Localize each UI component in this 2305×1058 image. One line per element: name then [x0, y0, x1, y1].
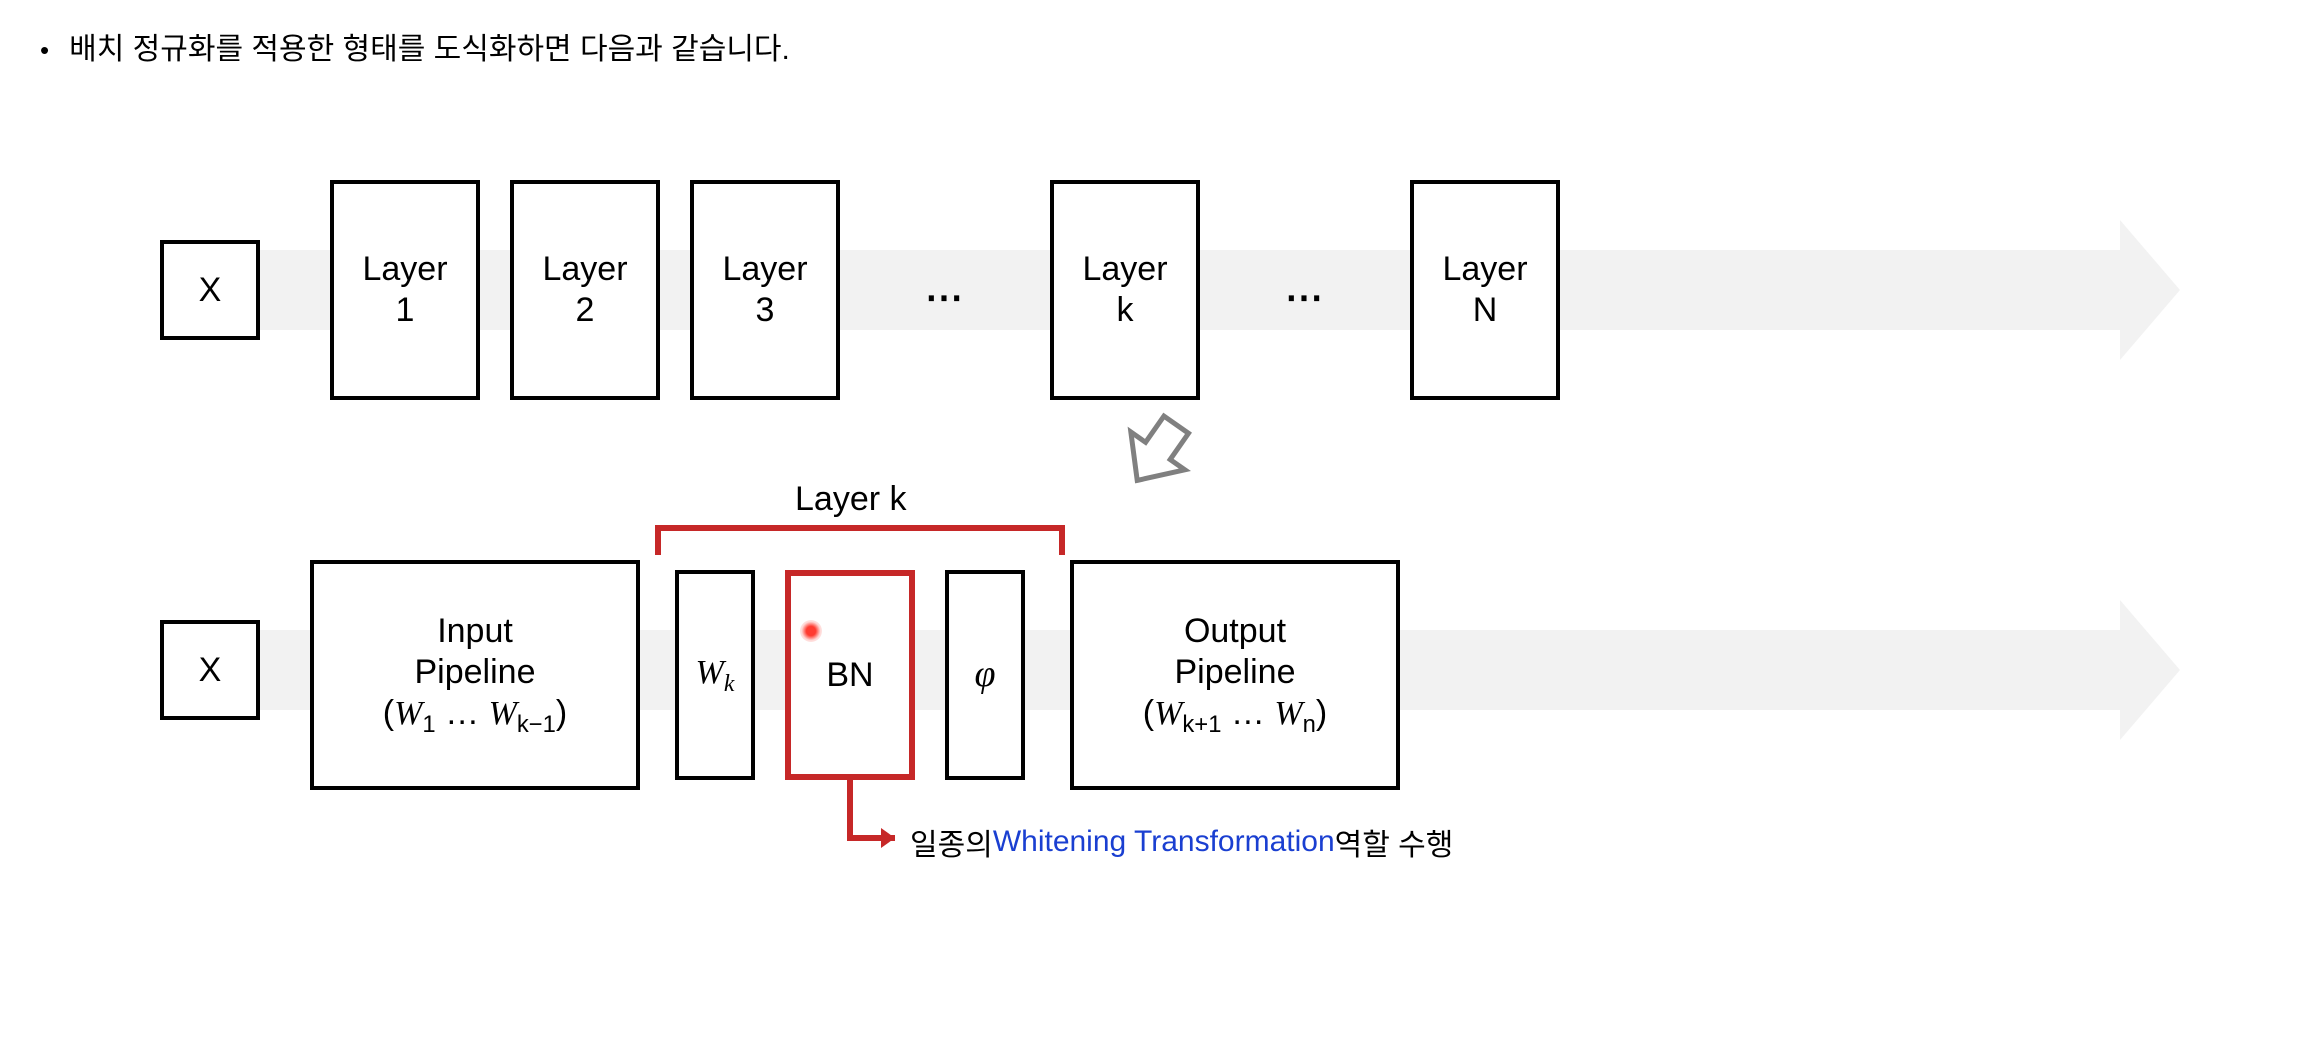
input-pipeline-line2: Pipeline	[415, 652, 536, 693]
phi-label: φ	[974, 652, 995, 698]
input-pipeline-box: Input Pipeline (W1 … Wk−1)	[310, 560, 640, 790]
annotation-blue: Whitening Transformation	[993, 825, 1335, 859]
row1-x-box: X	[160, 240, 260, 340]
row1-layer-2-label: Layer 2	[542, 249, 627, 331]
layer-k-bracket-label: Layer k	[795, 480, 907, 519]
bn-box: BN	[785, 570, 915, 780]
callout-arrow-icon	[1110, 410, 1200, 500]
laser-pointer-icon	[800, 620, 822, 642]
row1-dots-1: ⋯	[925, 275, 963, 320]
annotation-text: 일종의 Whitening Transformation 역할 수행	[910, 820, 1453, 864]
annotation-before: 일종의	[910, 820, 993, 864]
bn-label: BN	[826, 655, 873, 696]
annotation-arrow-icon	[785, 778, 905, 858]
row2-x-label: X	[199, 650, 222, 691]
row1-layer-k: Layer k	[1050, 180, 1200, 400]
input-pipeline-line3: (W1 … Wk−1)	[383, 693, 568, 739]
row1-layer-n-label: Layer N	[1442, 249, 1527, 331]
annotation-after: 역할 수행	[1335, 820, 1454, 864]
row1-layer-n: Layer N	[1410, 180, 1560, 400]
output-pipeline-line3: (Wk+1 … Wn)	[1143, 693, 1328, 739]
bn-diagram: X Layer 1 Layer 2 Layer 3 ⋯ Layer k ⋯ La…	[40, 110, 2265, 1010]
intro-text: 배치 정규화를 적용한 형태를 도식화하면 다음과 같습니다.	[69, 30, 790, 70]
wk-label: Wk	[696, 652, 735, 698]
row1-layer-3: Layer 3	[690, 180, 840, 400]
output-pipeline-line1: Output	[1184, 611, 1286, 652]
row1-x-label: X	[199, 270, 222, 311]
row1-dots-2: ⋯	[1285, 275, 1323, 320]
row2-arrow-head-icon	[2120, 600, 2180, 740]
output-pipeline-box: Output Pipeline (Wk+1 … Wn)	[1070, 560, 1400, 790]
intro-bullet: • 배치 정규화를 적용한 형태를 도식화하면 다음과 같습니다.	[40, 30, 2265, 70]
row1-layer-3-label: Layer 3	[722, 249, 807, 331]
bullet-glyph: •	[40, 30, 49, 70]
row2-x-box: X	[160, 620, 260, 720]
phi-box: φ	[945, 570, 1025, 780]
row1-layer-1: Layer 1	[330, 180, 480, 400]
row1-arrow-head-icon	[2120, 220, 2180, 360]
row1-layer-2: Layer 2	[510, 180, 660, 400]
output-pipeline-line2: Pipeline	[1175, 652, 1296, 693]
row1-layer-1-label: Layer 1	[362, 249, 447, 331]
layer-k-bracket	[655, 525, 1065, 555]
row1-layer-k-label: Layer k	[1082, 249, 1167, 331]
wk-box: Wk	[675, 570, 755, 780]
input-pipeline-line1: Input	[437, 611, 513, 652]
